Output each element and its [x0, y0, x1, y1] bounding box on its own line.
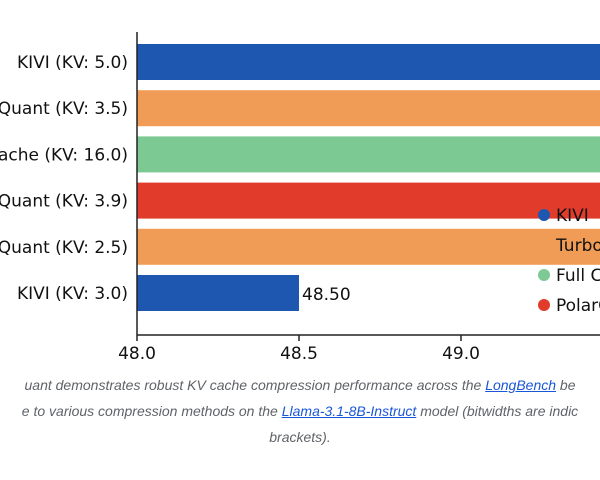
bar-6: [137, 275, 299, 311]
category-label: Quant (KV: 2.5): [0, 238, 128, 258]
value-labels-group: 50.1650.0650.0649.7849.7448.50: [302, 285, 351, 305]
bar-4: [137, 182, 600, 219]
legend-label: Turbo: [555, 236, 600, 256]
legend-label: KIVI: [556, 206, 589, 226]
category-label: ache (KV: 16.0): [0, 145, 128, 165]
bar-chart: KIVI (KV: 5.0) Quant (KV: 3.5) ache (KV: 1…: [0, 32, 600, 364]
legend-marker: [538, 269, 550, 281]
llama-model-link[interactable]: Llama-3.1-8B-Instruct: [281, 403, 417, 419]
category-label: KIVI (KV: 3.0): [17, 284, 128, 304]
x-tick-label: 48.5: [280, 344, 318, 364]
x-tick-label: 48.0: [118, 344, 156, 364]
caption-line-2: e to various compression methods on the …: [0, 398, 600, 424]
legend-marker: [538, 299, 550, 311]
bar-2: [137, 90, 600, 127]
bar-3: [137, 136, 600, 173]
category-labels-group: KIVI (KV: 5.0) Quant (KV: 3.5) ache (KV: 1…: [0, 53, 128, 304]
x-ticks-group: 48.048.549.049.550.050.5: [118, 335, 480, 364]
legend-label: Full Ca: [556, 266, 600, 286]
caption-text: be: [556, 377, 576, 393]
figure-caption: uant demonstrates robust KV cache compre…: [0, 372, 600, 450]
legend-marker: [538, 209, 550, 221]
bar-5: [137, 228, 600, 265]
x-tick-label: 49.0: [442, 344, 480, 364]
category-label: KIVI (KV: 5.0): [17, 53, 128, 73]
caption-text: uant demonstrates robust KV cache compre…: [24, 377, 486, 393]
data-label: 48.50: [302, 285, 351, 305]
category-label: Quant (KV: 3.9): [0, 192, 128, 212]
legend: KIVI Turbo Full Ca PolarQ: [538, 206, 600, 316]
category-label: Quant (KV: 3.5): [0, 99, 128, 119]
legend-marker: [538, 239, 550, 251]
bars-group: [137, 44, 600, 311]
bar-1: [137, 44, 600, 80]
caption-text: model (bitwidths are indic: [416, 403, 579, 419]
caption-text: e to various compression methods on the: [21, 403, 282, 419]
legend-label: PolarQ: [556, 296, 600, 316]
longbench-link[interactable]: LongBench: [485, 377, 557, 393]
caption-line-1: uant demonstrates robust KV cache compre…: [0, 372, 600, 398]
caption-line-3: brackets).: [0, 424, 600, 450]
caption-text: brackets).: [269, 429, 331, 445]
